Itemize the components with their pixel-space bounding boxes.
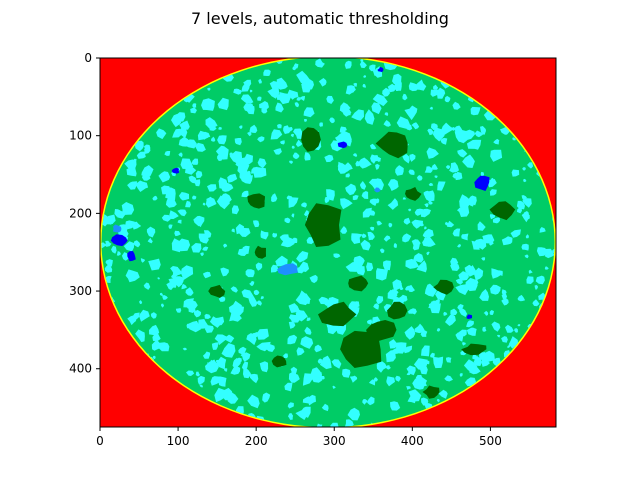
y-tick-label: 400 <box>69 362 92 376</box>
grain <box>521 244 528 251</box>
y-axis: 0 100 200 300 400 <box>69 51 100 376</box>
x-tick-label: 400 <box>401 434 424 448</box>
x-tick-label: 200 <box>245 434 268 448</box>
x-tick-label: 100 <box>167 434 190 448</box>
x-tick-label: 0 <box>96 434 104 448</box>
grain <box>376 268 388 281</box>
grain <box>218 376 226 386</box>
grain <box>319 122 323 126</box>
y-tick-label: 100 <box>69 129 92 143</box>
chart-title: 7 levels, automatic thresholding <box>191 9 449 28</box>
y-tick-label: 300 <box>69 284 92 298</box>
x-axis: 0 100 200 300 400 500 <box>96 427 502 448</box>
x-tick-label: 500 <box>479 434 502 448</box>
y-tick-label: 0 <box>84 51 92 65</box>
y-tick-label: 200 <box>69 206 92 220</box>
grain <box>263 70 271 76</box>
grain <box>342 369 350 378</box>
x-tick-label: 300 <box>323 434 346 448</box>
plot-area <box>99 55 558 430</box>
